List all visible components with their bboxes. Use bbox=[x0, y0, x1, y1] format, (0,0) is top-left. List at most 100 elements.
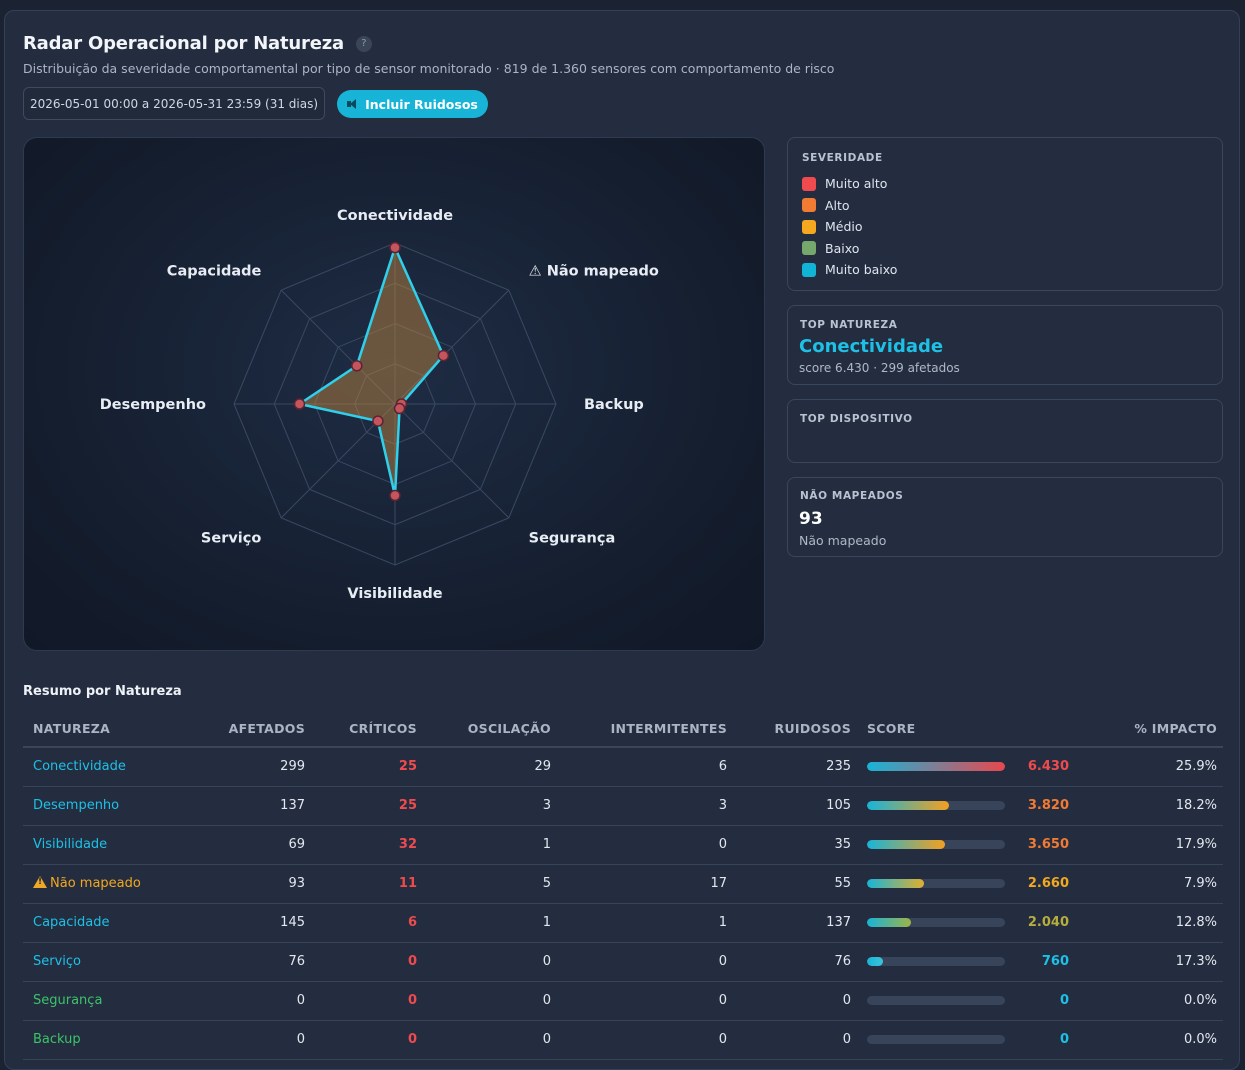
radar-axis-label: Capacidade bbox=[167, 263, 262, 279]
criticos-cell: 0 bbox=[311, 942, 423, 982]
oscilacao-cell: 1 bbox=[423, 825, 557, 865]
oscilacao-cell: 0 bbox=[423, 1020, 557, 1060]
natureza-cell[interactable]: Desempenho bbox=[23, 786, 201, 826]
col-score[interactable]: SCORE bbox=[857, 711, 1077, 748]
table-row[interactable]: Capacidade 145 6 1 1 137 2.040 12.8% bbox=[23, 903, 1223, 943]
score-bar-fill bbox=[867, 801, 949, 810]
score-value: 6.430 bbox=[1027, 759, 1069, 775]
score-value: 0 bbox=[1059, 1032, 1069, 1047]
intermitentes-cell: 17 bbox=[557, 864, 733, 904]
table-row[interactable]: Segurança 0 0 0 0 0 0 0.0% bbox=[23, 981, 1223, 1021]
impacto-cell: 0.0% bbox=[1077, 1020, 1223, 1060]
summary-title: Resumo por Natureza bbox=[23, 684, 182, 699]
date-range-button[interactable]: 2026-05-01 00:00 a 2026-05-31 23:59 (31 … bbox=[23, 87, 325, 120]
radar-axis-label: Conectividade bbox=[337, 208, 453, 224]
score-bar bbox=[867, 879, 1005, 888]
radar-axis-label: ⚠ Não mapeado bbox=[529, 263, 659, 279]
criticos-cell: 6 bbox=[311, 903, 423, 943]
radar-spoke bbox=[280, 289, 396, 405]
oscilacao-cell: 3 bbox=[423, 786, 557, 826]
impacto-cell: 18.2% bbox=[1077, 786, 1223, 826]
score-value: 2.040 bbox=[1027, 915, 1069, 930]
col-oscilacao[interactable]: OSCILAÇÃO bbox=[423, 711, 557, 748]
radar-axis-label: Serviço bbox=[201, 531, 261, 547]
include-noisy-button[interactable]: Incluir Ruidosos bbox=[337, 90, 488, 118]
intermitentes-cell: 6 bbox=[557, 747, 733, 787]
legend-item: Muito alto bbox=[802, 176, 887, 191]
table-row[interactable]: Visibilidade 69 32 1 0 35 3.650 17.9% bbox=[23, 825, 1223, 865]
score-value: 3.650 bbox=[1027, 837, 1069, 852]
radar-data-point bbox=[372, 415, 384, 427]
natureza-name[interactable]: Não mapeado bbox=[50, 876, 141, 891]
legend-item: Baixo bbox=[802, 241, 859, 256]
score-cell: 2.660 bbox=[857, 864, 1077, 904]
oscilacao-cell: 29 bbox=[423, 747, 557, 787]
col-ruidosos[interactable]: RUIDOSOS bbox=[733, 711, 857, 748]
ruidosos-cell: 0 bbox=[733, 1020, 857, 1060]
natureza-cell[interactable]: Não mapeado bbox=[23, 864, 201, 904]
table-row[interactable]: Desempenho 137 25 3 3 105 3.820 18.2% bbox=[23, 786, 1223, 826]
ruidosos-cell: 105 bbox=[733, 786, 857, 826]
natureza-name[interactable]: Serviço bbox=[33, 954, 82, 969]
natureza-name[interactable]: Capacidade bbox=[33, 915, 110, 930]
natureza-cell[interactable]: Backup bbox=[23, 1020, 201, 1060]
nao-mapeados-count: 93 bbox=[799, 509, 823, 529]
radar-data-point bbox=[351, 360, 363, 372]
top-natureza-card: TOP NATUREZA Conectividade score 6.430 ·… bbox=[787, 305, 1223, 385]
oscilacao-cell: 1 bbox=[423, 903, 557, 943]
natureza-name[interactable]: Backup bbox=[33, 1032, 81, 1047]
col-natureza[interactable]: NATUREZA bbox=[23, 711, 201, 748]
criticos-cell: 0 bbox=[311, 1020, 423, 1060]
table-row[interactable]: Conectividade 299 25 29 6 235 6.430 25.9% bbox=[23, 747, 1223, 787]
score-value: 760 bbox=[1041, 954, 1069, 969]
page-subtitle: Distribuição da severidade comportamenta… bbox=[23, 61, 835, 76]
warning-icon bbox=[33, 876, 47, 888]
impacto-cell: 25.9% bbox=[1077, 747, 1223, 787]
table-row[interactable]: Serviço 76 0 0 0 76 760 17.3% bbox=[23, 942, 1223, 982]
ruidosos-cell: 235 bbox=[733, 747, 857, 787]
radar-spoke bbox=[394, 289, 510, 405]
radar-axis-label: Desempenho bbox=[100, 397, 206, 413]
legend-label: Muito alto bbox=[825, 176, 888, 191]
criticos-cell: 11 bbox=[311, 864, 423, 904]
natureza-name[interactable]: Segurança bbox=[33, 993, 103, 1008]
include-noisy-label: Incluir Ruidosos bbox=[365, 96, 478, 112]
ruidosos-cell: 0 bbox=[733, 981, 857, 1021]
nao-mapeados-label: Não mapeado bbox=[799, 533, 887, 548]
criticos-cell: 25 bbox=[311, 747, 423, 787]
ruidosos-cell: 137 bbox=[733, 903, 857, 943]
natureza-name[interactable]: Desempenho bbox=[33, 798, 120, 813]
score-bar-fill bbox=[867, 840, 946, 849]
natureza-cell[interactable]: Segurança bbox=[23, 981, 201, 1021]
col-criticos[interactable]: CRÍTICOS bbox=[311, 711, 423, 748]
intermitentes-cell: 0 bbox=[557, 825, 733, 865]
legend-label: Baixo bbox=[825, 240, 860, 256]
impacto-cell: 17.9% bbox=[1077, 825, 1223, 865]
col-intermitentes[interactable]: INTERMITENTES bbox=[557, 711, 733, 748]
nao-mapeados-card: NÃO MAPEADOS 93 Não mapeado bbox=[787, 477, 1223, 557]
ruidosos-cell: 76 bbox=[733, 942, 857, 982]
natureza-cell[interactable]: Capacidade bbox=[23, 903, 201, 943]
score-bar bbox=[867, 957, 1005, 966]
radar-data-area bbox=[298, 246, 445, 497]
col-impacto[interactable]: % IMPACTO bbox=[1077, 711, 1223, 748]
table-row[interactable]: Backup 0 0 0 0 0 0 0.0% bbox=[23, 1020, 1223, 1060]
radar-axis-label: Visibilidade bbox=[347, 586, 442, 602]
help-icon[interactable]: ? bbox=[355, 35, 372, 52]
top-dispositivo-title: TOP DISPOSITIVO bbox=[800, 413, 913, 425]
natureza-cell[interactable]: Visibilidade bbox=[23, 825, 201, 865]
top-natureza-title: TOP NATUREZA bbox=[800, 319, 898, 331]
intermitentes-cell: 0 bbox=[557, 981, 733, 1021]
natureza-name[interactable]: Conectividade bbox=[33, 759, 126, 775]
impacto-cell: 17.3% bbox=[1077, 942, 1223, 982]
afetados-cell: 137 bbox=[201, 786, 311, 826]
natureza-cell[interactable]: Conectividade bbox=[23, 747, 201, 787]
score-cell: 0 bbox=[857, 981, 1077, 1021]
natureza-name[interactable]: Visibilidade bbox=[33, 837, 108, 852]
summary-table: NATUREZA AFETADOS CRÍTICOS OSCILAÇÃO INT… bbox=[23, 711, 1223, 1060]
col-afetados[interactable]: AFETADOS bbox=[201, 711, 311, 748]
natureza-cell[interactable]: Serviço bbox=[23, 942, 201, 982]
radar-axis-label: Segurança bbox=[529, 531, 616, 547]
top-dispositivo-card: TOP DISPOSITIVO bbox=[787, 399, 1223, 463]
